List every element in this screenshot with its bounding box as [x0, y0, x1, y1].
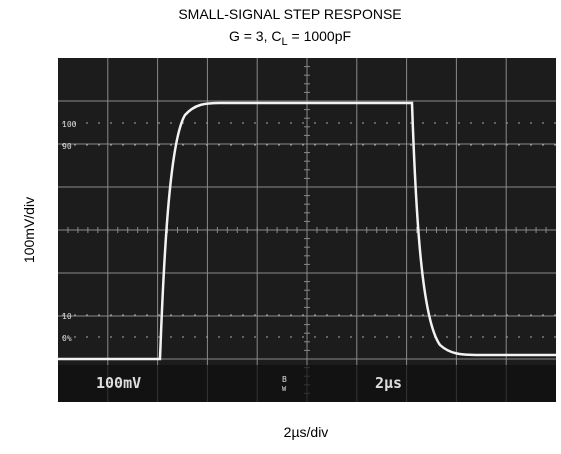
bandwidth-label: B — [282, 375, 287, 384]
scope-screen: 100 90 10 0% 100mV B W 2µs — [58, 58, 556, 402]
volts-readout: 100mV — [96, 374, 141, 392]
marker-label: 10 — [62, 312, 72, 321]
marker-label: 100 — [62, 120, 77, 129]
chart-subtitle: G = 3, CL = 1000pF — [229, 28, 351, 48]
time-readout: 2µs — [375, 374, 402, 392]
subtitle-text: G = 3, C — [229, 28, 282, 44]
chart: SMALL-SIGNAL STEP RESPONSE G = 3, CL = 1… — [0, 0, 561, 449]
subtitle-text: = 1000pF — [288, 28, 351, 44]
chart-title: SMALL-SIGNAL STEP RESPONSE — [178, 6, 401, 22]
y-axis-label: 100mV/div — [21, 197, 37, 263]
x-axis-label: 2µs/div — [284, 424, 329, 440]
marker-label: 90 — [62, 142, 72, 151]
marker-label: 0% — [62, 334, 72, 343]
